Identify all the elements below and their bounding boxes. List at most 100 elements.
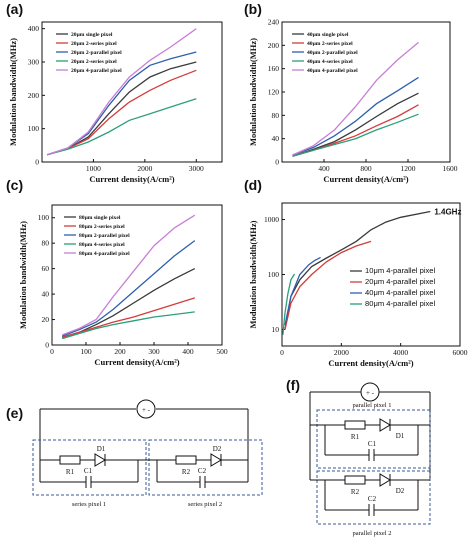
resistor-r2-f [344,475,366,485]
x-tick-label: 6000 [453,348,468,357]
label-r2-f: R2 [351,488,360,496]
x-tick-label: 0 [50,347,54,356]
y-tick-label: 100 [38,213,50,222]
legend-entry: 20μm single pixel [71,32,113,38]
y-tick-label: 20 [42,315,50,324]
legend-entry: 40μm 2-parallel pixel [307,50,358,56]
y-tick-label: 100 [268,270,280,279]
series-line-c-4 [62,311,195,340]
series-pixel-1-box [32,439,147,496]
legend-entry: 80μm 2-parallel pixel [79,233,130,239]
legend-entry: 40μm 4-series pixel [307,59,353,65]
label-d2-e: D2 [213,445,222,453]
panel-label-e: (e) [6,405,23,421]
panel-label-c: (c) [6,177,23,193]
x-axis-label-b: Current density(A/cm²) [323,174,408,184]
x-axis-label-a: Current density(A/cm²) [89,174,174,184]
panel-label-d: (d) [244,177,262,193]
x-tick-label: 300 [148,347,160,356]
series-line-d-2 [284,240,372,330]
y-tick-label: 10 [272,325,280,334]
x-tick-label: 2000 [334,348,349,357]
legend-entry: 20μm 4-parallel pixel [365,277,436,286]
chart-b: (b) 400 800 1200 1600 0 40 80 120 160 200 240 Curren… [244,1,458,184]
legend-entry: 20μm 2-series pixel [71,59,117,65]
voltage-source-f: + - [310,382,430,402]
x-tick-label: 3000 [189,164,204,173]
y-tick-label: 60 [42,264,50,273]
label-c1-f: C1 [368,440,377,448]
legend-entry: 80μm single pixel [79,215,121,221]
series-pixel-1-label: series pixel 1 [72,501,106,508]
chart-d: (d) 0 2000 4000 6000 10 100 1000 Current density… [244,177,468,368]
resistor-r2-e [175,455,197,465]
parallel-pixel-1-label: parallel pixel 1 [353,402,392,409]
label-d2-f: D2 [396,487,405,495]
x-tick-label: 400 [182,347,194,356]
diode-d1-e [94,453,106,467]
source-symbol-f: + - [366,389,375,397]
legend-entry: 20μm 2-parallel pixel [71,50,122,56]
y-tick-label: 80 [272,111,280,120]
x-axis-label-c: Current density(A/cm²) [94,357,179,367]
y-axis-label-a: Modulation bandwidth(MHz) [8,38,18,146]
x-tick-label: 0 [280,348,284,357]
legend-entry: 40μm 2-series pixel [307,41,353,47]
label-c2-f: C2 [368,495,377,503]
series-line-b-1 [292,92,419,157]
panel-label-f: (f) [286,377,300,393]
x-tick-label: 400 [318,164,330,173]
y-tick-label: 0 [45,341,49,350]
x-tick-label: 100 [80,347,92,356]
circuit-f: (f) + - parallel pixel 1 R1 D1 [286,377,431,537]
series-line-b-5 [292,41,419,156]
circuit-e: (e) + - R1 D1 C1 [6,399,263,508]
legend-entry: 80μm 4-parallel pixel [365,299,436,308]
resistor-r1-e [59,455,81,465]
x-tick-label: 500 [216,347,228,356]
label-c2-e: C2 [198,467,207,475]
legend-entry: 40μm 4-parallel pixel [307,68,358,74]
y-tick-label: 1000 [264,215,279,224]
y-tick-label: 80 [42,239,50,248]
legend-entry: 80μm 4-parallel pixel [79,251,130,257]
legend-entry: 80μm 2-series pixel [79,224,125,230]
legend-entry: 40μm single pixel [307,32,349,38]
legend-entry: 40μm 4-parallel pixel [365,288,436,297]
x-tick-label: 1200 [401,164,416,173]
legend-entry: 20μm 2-series pixel [71,41,117,47]
source-symbol-e: + - [142,406,151,414]
legend-entry: 20μm 4-parallel pixel [71,68,122,74]
x-tick-label: 200 [114,347,126,356]
series-line-c-5 [61,214,196,336]
label-d1-f: D1 [396,432,405,440]
voltage-source-e: + - [40,399,248,419]
label-r1-f: R1 [351,433,360,441]
series-line-d-4 [282,273,296,335]
x-axis-label-d: Current density(A/cm²) [328,358,413,368]
y-axis-label-d: Modulation bandwidth(MHz) [248,220,258,328]
plot-frame-a [41,21,223,163]
y-axis-label-b: Modulation bandwidth(MHz) [248,38,258,146]
label-c1-e: C1 [84,467,93,475]
legend-entry: 10μm 4-parallel pixel [365,266,436,275]
y-tick-label: 400 [28,24,40,33]
label-r2-e: R2 [182,468,191,476]
series-pixel-2-label: series pixel 2 [188,501,222,508]
parallel-pixel-2: R2 D2 C2 [310,473,430,516]
series-pixel-1: R1 D1 C1 series pixel 1 [39,445,139,508]
y-tick-label: 160 [268,64,280,73]
diode-d2-f [379,473,391,487]
resistor-r1-f [344,420,366,430]
series-pixel-2-box [148,439,263,496]
series-line-a-4 [46,98,197,156]
label-d1-e: D1 [97,445,106,453]
parallel-pixel-2-box [316,470,431,525]
y-tick-label: 200 [268,41,280,50]
series-line-b-4 [292,113,419,157]
panel-label-a: (a) [6,1,23,17]
parallel-pixel-1: R1 D1 C1 [310,418,430,461]
series-line-a-5 [46,28,197,156]
